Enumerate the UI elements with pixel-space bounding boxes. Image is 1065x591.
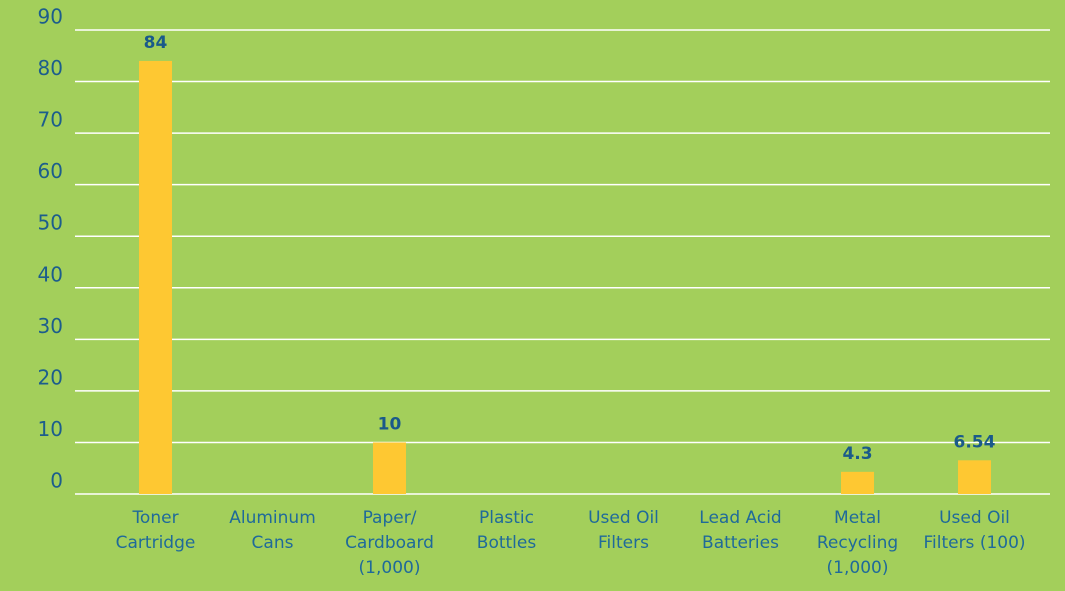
data-label: 84 bbox=[144, 33, 168, 53]
data-label: 10 bbox=[378, 414, 402, 434]
y-tick-label: 80 bbox=[38, 56, 63, 80]
x-tick-label: Paper/ Cardboard (1,000) bbox=[345, 508, 434, 578]
y-tick-label: 40 bbox=[38, 262, 63, 286]
bar bbox=[841, 471, 874, 494]
x-tick-label: Aluminum Cans bbox=[229, 508, 316, 553]
y-tick-label: 30 bbox=[38, 314, 63, 338]
x-tick-label: Used Oil Filters (100) bbox=[923, 508, 1026, 553]
y-tick-label: 60 bbox=[38, 159, 63, 183]
x-tick-label: Plastic Bottles bbox=[476, 508, 537, 553]
y-tick-label: 70 bbox=[38, 108, 63, 132]
x-tick-label: Used Oil Filters bbox=[588, 508, 659, 553]
y-tick-label: 10 bbox=[38, 417, 63, 441]
x-tick-label: Metal Recycling (1,000) bbox=[816, 508, 899, 578]
y-tick-label: 0 bbox=[50, 469, 63, 493]
bar bbox=[139, 60, 172, 494]
y-tick-label: 20 bbox=[38, 365, 63, 389]
bar bbox=[373, 442, 406, 494]
x-tick-label: Lead Acid Batteries bbox=[699, 508, 782, 553]
y-tick-label: 50 bbox=[38, 211, 63, 235]
bar bbox=[958, 460, 991, 494]
y-tick-label: 90 bbox=[38, 5, 63, 29]
x-tick-label: Toner Cartridge bbox=[115, 508, 196, 553]
data-label: 6.54 bbox=[954, 432, 996, 452]
data-label: 4.3 bbox=[842, 444, 872, 464]
